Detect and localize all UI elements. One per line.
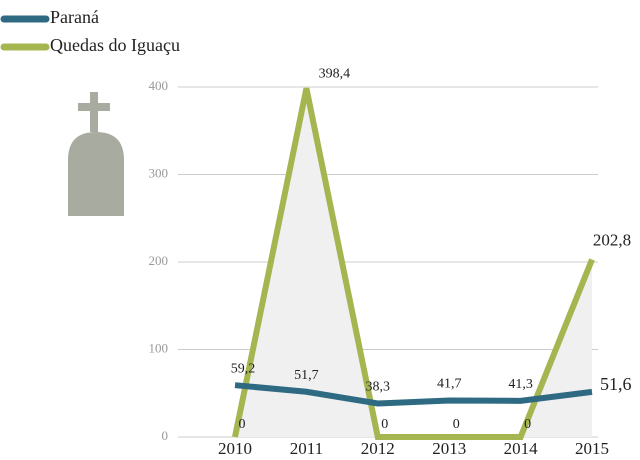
- data-label: 59,2: [231, 361, 256, 376]
- y-tick-label: 400: [149, 78, 169, 93]
- y-tick-label: 300: [149, 165, 169, 180]
- tombstone-icon: [68, 92, 124, 216]
- x-tick-label: 2010: [218, 439, 252, 458]
- data-label: 0: [453, 417, 460, 432]
- data-label: 0: [524, 417, 531, 432]
- data-label: 51,6: [600, 374, 632, 394]
- data-label: 41,3: [508, 377, 533, 392]
- series-line: [234, 382, 593, 407]
- data-label: 398,4: [319, 67, 351, 82]
- data-label: 202,8: [593, 230, 631, 249]
- y-tick-label: 100: [149, 340, 169, 355]
- data-label: 0: [239, 417, 246, 432]
- series-line: [232, 87, 595, 440]
- y-tick-label: 200: [149, 253, 169, 268]
- x-tick-label: 2011: [290, 439, 323, 458]
- x-tick-label: 2014: [504, 439, 539, 458]
- x-tick-label: 2012: [361, 439, 395, 458]
- legend-label: Quedas do Iguaçu: [50, 35, 180, 55]
- legend-label: Paraná: [50, 7, 99, 27]
- data-label: 51,7: [294, 368, 319, 383]
- x-tick-label: 2013: [432, 439, 466, 458]
- data-label: 0: [381, 417, 388, 432]
- data-label: 38,3: [366, 380, 391, 395]
- data-label: 41,7: [437, 377, 462, 392]
- y-tick-label: 0: [162, 428, 169, 443]
- x-tick-label: 2015: [575, 439, 609, 458]
- area-fill: [235, 88, 592, 438]
